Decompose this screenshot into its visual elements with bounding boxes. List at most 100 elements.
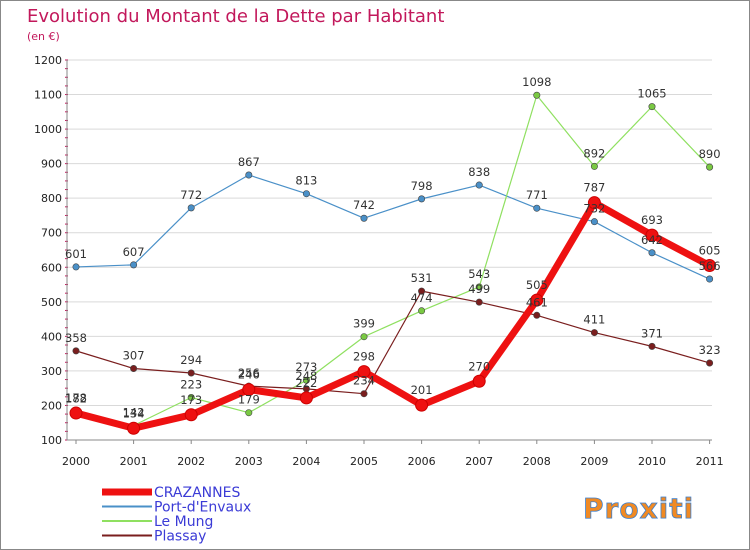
data-point-plassay [72, 347, 80, 355]
data-label-port-d-envaux: 642 [641, 233, 663, 247]
data-point-port-d-envaux [533, 204, 541, 212]
data-point-port-d-envaux [418, 195, 426, 203]
chart-title: Evolution du Montant de la Dette par Hab… [27, 6, 444, 27]
data-label-crazannes: 222 [295, 376, 317, 390]
data-label-plassay: 411 [583, 313, 605, 327]
data-point-crazannes [703, 259, 717, 273]
data-label-port-d-envaux: 566 [699, 259, 721, 273]
data-label-crazannes: 505 [526, 278, 548, 292]
chart-unit: (en €) [27, 30, 60, 43]
x-axis: 2000 2001 2002 2003 2004 2005 2006 2007 2008 2009… [62, 439, 724, 468]
data-point-le-mung [475, 283, 483, 291]
x-tick-label: 2006 [408, 455, 436, 468]
data-label-plassay: 499 [468, 282, 490, 296]
data-point-crazannes [299, 391, 313, 405]
data-point-port-d-envaux [130, 261, 138, 269]
data-label-crazannes: 693 [641, 213, 663, 227]
data-label-le-mung: 1098 [522, 75, 551, 89]
data-point-plassay [360, 390, 368, 398]
y-tick-label: 800 [41, 192, 62, 205]
data-label-port-d-envaux: 813 [295, 174, 317, 188]
proxiti-logo: Proxiti [583, 492, 694, 526]
data-label-le-mung: 1065 [637, 87, 666, 101]
data-label-port-d-envaux: 772 [180, 188, 202, 202]
data-label-plassay: 358 [65, 331, 87, 345]
data-label-plassay: 323 [699, 343, 721, 357]
y-tick-label: 500 [41, 296, 62, 309]
legend-label: Port-d'Envaux [154, 500, 251, 516]
y-tick-label: 700 [41, 227, 62, 240]
data-labels-layer: 601 6077728678137427988387717326425661821… [65, 75, 721, 420]
data-label-port-d-envaux: 742 [353, 198, 375, 212]
x-tick-label: 2008 [523, 455, 551, 468]
x-tick-label: 2011 [696, 455, 724, 468]
data-label-le-mung: 182 [65, 392, 87, 406]
data-point-plassay [187, 369, 195, 377]
data-point-le-mung [418, 307, 426, 315]
data-label-port-d-envaux: 798 [411, 179, 433, 193]
y-axis: 100 200 300 400 500 600 700 800 900 1000 1100 1200 [34, 54, 68, 447]
x-tick-label: 2000 [62, 455, 90, 468]
data-point-plassay [533, 311, 541, 319]
data-point-crazannes [357, 365, 371, 379]
data-point-crazannes [184, 408, 198, 422]
x-tick-label: 2009 [580, 455, 608, 468]
data-point-plassay [475, 298, 483, 306]
y-tick-label: 300 [41, 365, 62, 378]
data-label-plassay: 234 [353, 374, 375, 388]
y-tick-label: 1100 [34, 89, 62, 102]
legend-label: CRAZANNES [154, 485, 240, 501]
data-label-port-d-envaux: 838 [468, 165, 490, 179]
data-label-plassay: 256 [238, 366, 260, 380]
data-point-le-mung [590, 162, 598, 170]
data-point-plassay [418, 287, 426, 295]
data-point-crazannes [587, 196, 601, 210]
series-line-crazannes [72, 199, 714, 432]
data-label-crazannes: 270 [468, 359, 490, 373]
data-point-crazannes [472, 374, 486, 388]
data-point-crazannes [415, 398, 429, 412]
legend-label: Le Mung [154, 514, 213, 530]
data-point-crazannes [645, 228, 659, 242]
data-label-plassay: 307 [123, 348, 145, 362]
data-point-plassay [130, 364, 138, 372]
data-label-crazannes: 605 [699, 244, 721, 258]
data-point-le-mung [302, 376, 310, 384]
x-tick-label: 2004 [292, 455, 320, 468]
series-line-le-mung [75, 94, 711, 427]
data-label-plassay: 371 [641, 326, 663, 340]
data-label-port-d-envaux: 732 [583, 202, 605, 216]
series-layer [69, 91, 717, 435]
y-tick-label: 600 [41, 261, 62, 274]
data-point-crazannes [127, 421, 141, 435]
y-tick-label: 200 [41, 399, 62, 412]
data-label-le-mung: 179 [238, 393, 260, 407]
legend-label: Plassay [154, 529, 206, 545]
data-label-crazannes: 173 [180, 393, 202, 407]
data-point-port-d-envaux [648, 249, 656, 257]
x-tick-label: 2001 [120, 455, 148, 468]
data-point-plassay [706, 359, 714, 367]
data-point-plassay [648, 342, 656, 350]
data-point-crazannes [530, 293, 544, 307]
y-tick-label: 1000 [34, 123, 62, 136]
data-point-port-d-envaux [590, 218, 598, 226]
data-label-crazannes: 201 [411, 383, 433, 397]
data-label-port-d-envaux: 601 [65, 247, 87, 261]
data-label-le-mung: 142 [123, 405, 145, 419]
logo-text: Proxiti [583, 492, 694, 525]
data-point-le-mung [533, 91, 541, 99]
data-label-le-mung: 223 [180, 378, 202, 392]
data-label-plassay: 461 [526, 295, 548, 309]
data-point-port-d-envaux [245, 171, 253, 179]
y-tick-label: 900 [41, 158, 62, 171]
y-tick-label: 400 [41, 330, 62, 343]
data-label-port-d-envaux: 867 [238, 155, 260, 169]
data-point-crazannes [242, 383, 256, 397]
data-point-port-d-envaux [475, 181, 483, 189]
data-label-port-d-envaux: 771 [526, 188, 548, 202]
data-point-le-mung [706, 163, 714, 171]
